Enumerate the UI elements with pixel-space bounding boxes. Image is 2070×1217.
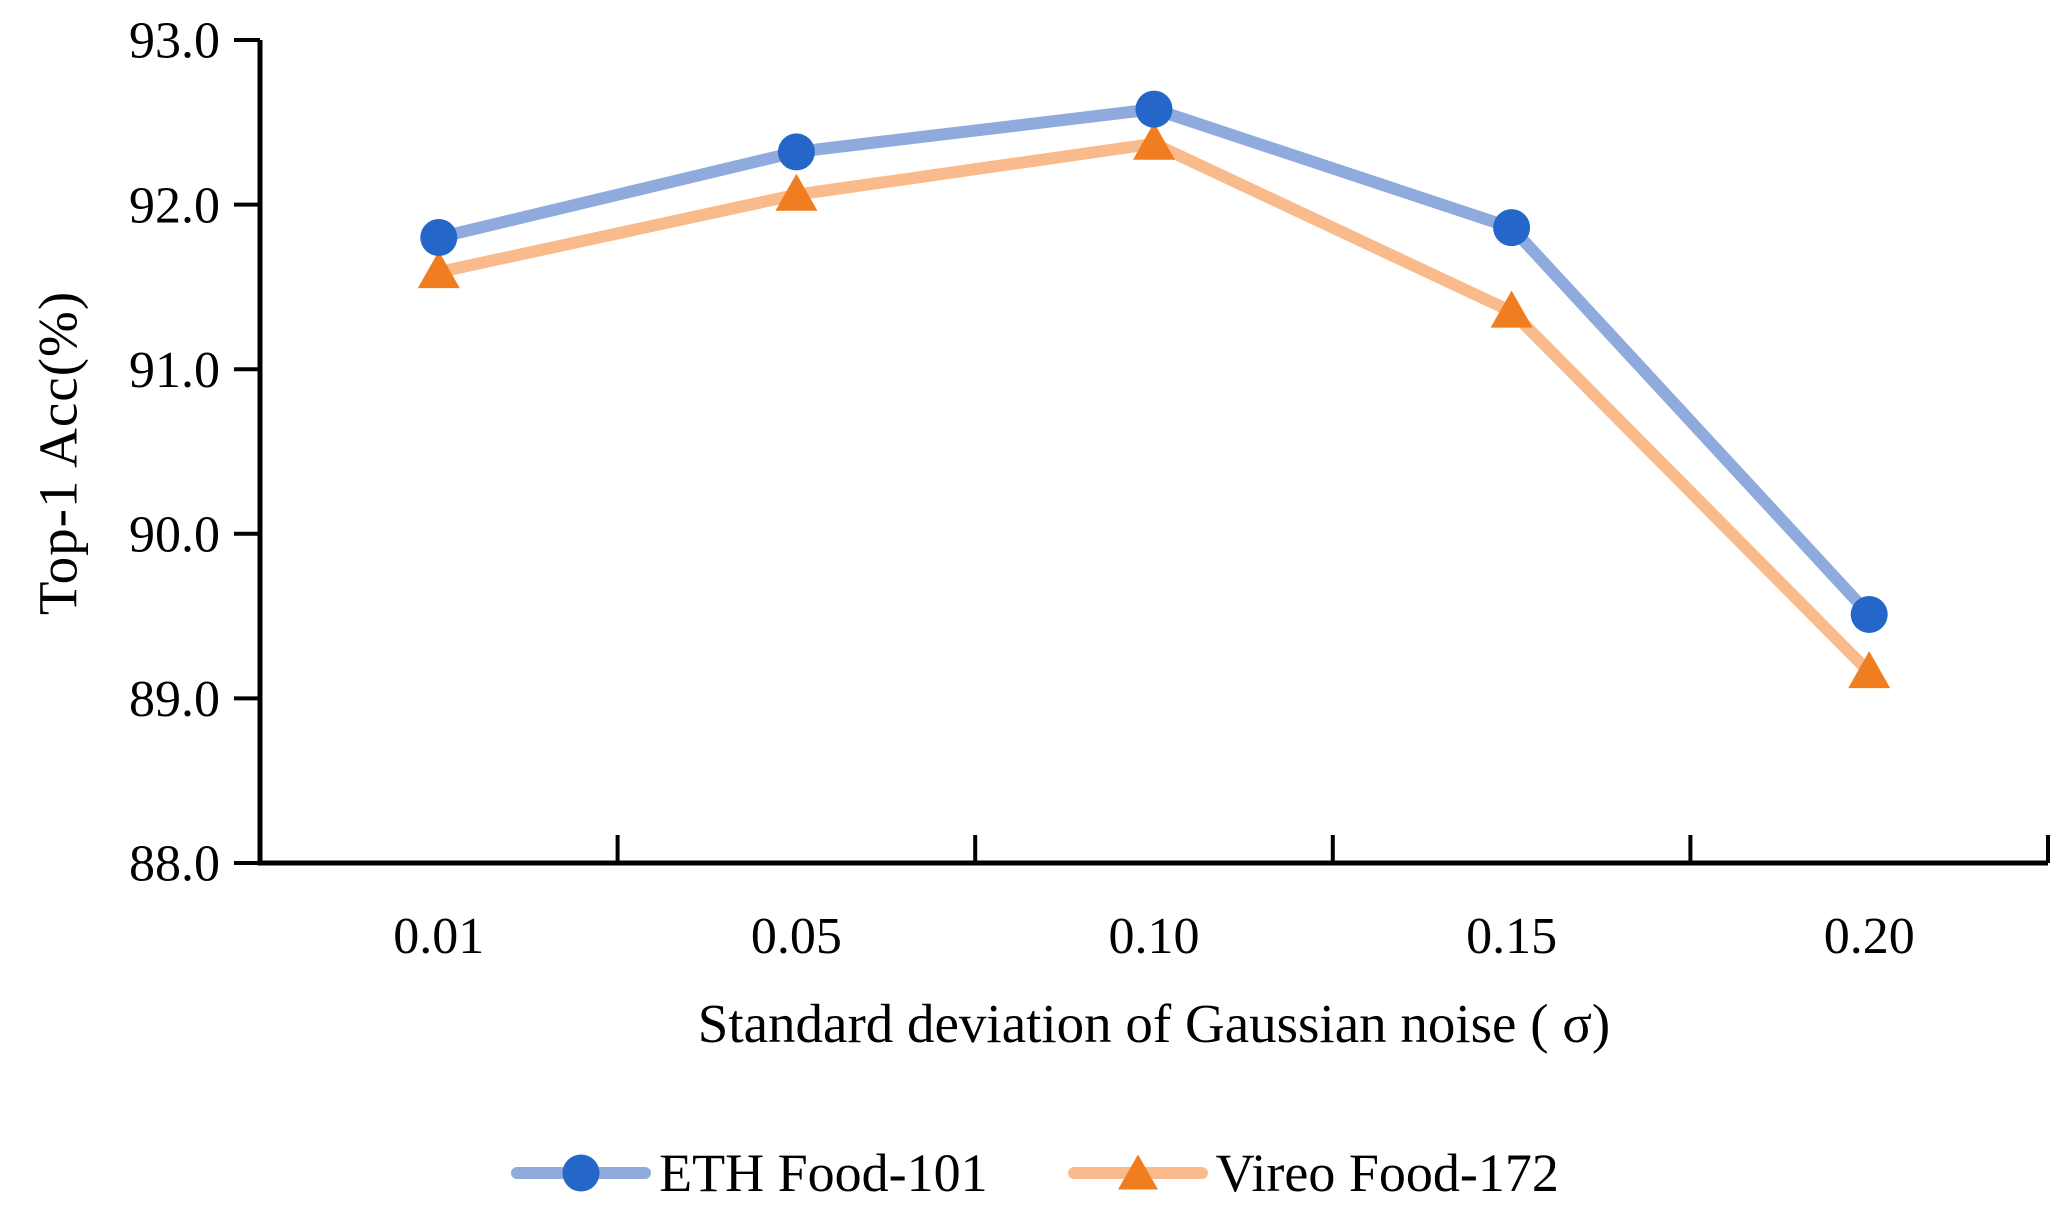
series-1-line: [432, 137, 1876, 679]
series-1-point-marker: [1133, 122, 1175, 160]
x-tick-label: 0.01: [393, 908, 484, 965]
y-tick-label: 92.0: [129, 177, 220, 234]
series-0-point-marker: [1135, 90, 1173, 128]
series-1-point-marker: [1848, 651, 1891, 689]
series-1-point-marker: [775, 173, 818, 211]
y-axis-title: Top-1 Acc(%): [27, 290, 89, 616]
x-tick-label: 0.05: [751, 908, 842, 965]
series-1-point-marker: [417, 251, 460, 289]
y-tick-label: 90.0: [129, 506, 220, 563]
x-axis-title: Standard deviation of Gaussian noise ( σ…: [697, 993, 1611, 1054]
y-tick-label: 88.0: [129, 836, 220, 893]
legend-item-series-0: ETH Food-101: [511, 1143, 988, 1203]
x-tick-label: 0.10: [1109, 908, 1200, 965]
circle-marker-icon: [562, 1154, 600, 1192]
series-0-line: [432, 103, 1876, 621]
series-0-point-marker: [1493, 209, 1531, 247]
y-tick-label: 93.0: [129, 13, 220, 70]
legend: ETH Food-101 Vireo Food-172: [0, 1146, 2070, 1200]
legend-label-series-0: ETH Food-101: [659, 1143, 988, 1203]
series-0-point-marker: [1850, 595, 1888, 633]
y-tick-label: 91.0: [129, 342, 220, 399]
legend-swatch-series-0: [511, 1149, 652, 1197]
x-tick-label: 0.20: [1824, 908, 1915, 965]
legend-item-series-1: Vireo Food-172: [1067, 1143, 1559, 1203]
series-1-point-marker: [1490, 290, 1533, 328]
x-tick-label: 0.15: [1466, 908, 1557, 965]
series-0-point-marker: [777, 133, 815, 171]
legend-swatch-series-1: [1067, 1149, 1208, 1197]
legend-label-series-1: Vireo Food-172: [1215, 1143, 1559, 1203]
triangle-marker-icon: [1117, 1154, 1158, 1190]
y-tick-label: 89.0: [129, 671, 220, 728]
series-0-point-marker: [420, 219, 458, 257]
